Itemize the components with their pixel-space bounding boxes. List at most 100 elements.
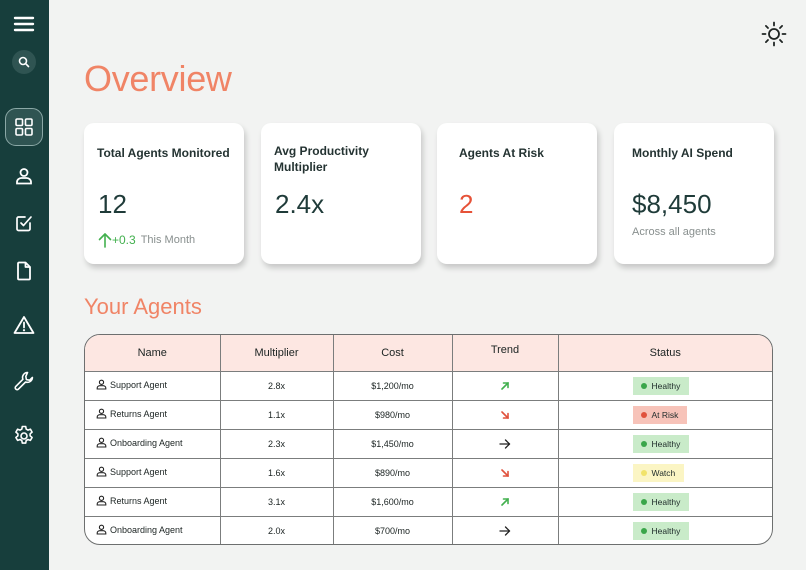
cost-cell: $1,450/mo xyxy=(333,429,453,459)
table-row[interactable]: Support Agent 2.8x $1,200/mo Healthy xyxy=(85,371,772,401)
multiplier-cell: 1.1x xyxy=(220,400,334,430)
stat-card-at-risk: Agents At Risk 2 xyxy=(437,123,597,264)
search-icon xyxy=(18,56,30,68)
status-cell: Healthy xyxy=(558,516,772,544)
dashboard-icon xyxy=(15,118,33,136)
delta-value: +0.3 xyxy=(112,233,136,247)
table-header-row: Name Multiplier Cost Trend Status xyxy=(85,335,772,372)
user-icon xyxy=(96,437,107,448)
status-label: Healthy xyxy=(651,525,681,536)
table-row[interactable]: Onboarding Agent 2.3x $1,450/mo Healthy xyxy=(85,429,772,459)
cost-cell: $980/mo xyxy=(333,400,453,430)
table-row[interactable]: Returns Agent 3.1x $1,600/mo Healthy xyxy=(85,487,772,517)
agent-name-cell[interactable]: Support Agent xyxy=(85,458,221,488)
agents-table: Name Multiplier Cost Trend Status Suppor… xyxy=(84,334,773,545)
stat-card-value: 2 xyxy=(459,189,474,219)
status-dot xyxy=(640,382,647,389)
agent-name-cell[interactable]: Returns Agent xyxy=(85,400,221,430)
nav-tools[interactable] xyxy=(9,366,39,396)
status-label: Healthy xyxy=(651,496,681,507)
nav-agents[interactable] xyxy=(9,161,39,191)
column-header-multiplier[interactable]: Multiplier xyxy=(220,335,334,372)
trend-cell xyxy=(452,400,559,430)
status-dot xyxy=(640,469,647,476)
menu-icon[interactable] xyxy=(9,9,39,39)
status-badge: Healthy xyxy=(632,521,690,540)
status-badge: At Risk xyxy=(632,405,688,424)
agent-name: Support Agent xyxy=(110,379,168,390)
column-header-name[interactable]: Name xyxy=(85,335,221,372)
nav-settings[interactable] xyxy=(9,421,39,451)
stat-card-value: 12 xyxy=(98,189,127,219)
nav-tasks[interactable] xyxy=(9,208,39,238)
column-header-status[interactable]: Status xyxy=(558,335,772,372)
status-dot xyxy=(640,498,647,505)
trend-flat-icon xyxy=(499,439,511,449)
stat-card-value: 2.4x xyxy=(275,189,325,219)
stat-card-title: Monthly AI Spend xyxy=(632,146,733,160)
status-badge: Healthy xyxy=(632,434,690,453)
user-icon xyxy=(96,495,107,506)
status-dot xyxy=(640,440,647,447)
multiplier-cell: 1.6x xyxy=(220,458,334,488)
trend-down-icon xyxy=(501,411,509,419)
agent-name: Returns Agent xyxy=(110,495,168,506)
checklist-icon xyxy=(16,216,32,232)
nav-dashboard[interactable] xyxy=(5,108,43,146)
table-row[interactable]: Returns Agent 1.1x $980/mo At Risk xyxy=(85,400,772,430)
agent-name-cell[interactable]: Onboarding Agent xyxy=(85,429,221,459)
cost-cell: $1,200/mo xyxy=(333,371,453,401)
user-icon xyxy=(96,524,107,535)
status-cell: Healthy xyxy=(558,371,772,401)
table-row[interactable]: Onboarding Agent 2.0x $700/mo Healthy xyxy=(85,516,772,544)
user-icon xyxy=(16,168,32,185)
user-icon xyxy=(96,408,107,419)
agent-name-cell[interactable]: Returns Agent xyxy=(85,487,221,517)
cost-cell: $700/mo xyxy=(333,516,453,544)
status-dot xyxy=(640,411,647,418)
trend-cell xyxy=(452,516,559,544)
page-title: Overview xyxy=(84,58,232,99)
stat-card-value: $8,450 xyxy=(632,189,712,219)
trend-up-icon xyxy=(501,498,509,506)
document-icon xyxy=(17,261,31,281)
stat-card-subtext: Across all agents xyxy=(632,226,716,238)
status-label: Healthy xyxy=(651,438,681,449)
sun-icon xyxy=(761,21,787,47)
stat-card-title: Agents At Risk xyxy=(459,146,544,160)
agent-name: Returns Agent xyxy=(110,408,168,419)
multiplier-cell: 2.8x xyxy=(220,371,334,401)
theme-toggle-button[interactable] xyxy=(760,20,788,48)
agent-name: Onboarding Agent xyxy=(110,524,183,535)
multiplier-cell: 2.3x xyxy=(220,429,334,459)
nav-documents[interactable] xyxy=(9,256,39,286)
trend-cell xyxy=(452,458,559,488)
warning-icon xyxy=(13,316,35,334)
stat-card-subtext: +0.3 This Month xyxy=(98,232,195,248)
multiplier-cell: 3.1x xyxy=(220,487,334,517)
column-header-cost[interactable]: Cost xyxy=(333,335,453,372)
trend-flat-icon xyxy=(499,526,511,536)
status-label: Healthy xyxy=(651,380,681,391)
status-badge: Healthy xyxy=(632,376,690,395)
agent-name: Onboarding Agent xyxy=(110,437,183,448)
trend-up-icon xyxy=(501,382,509,390)
stat-card-ai-spend: Monthly AI Spend $8,450 Across all agent… xyxy=(614,123,774,264)
search-button[interactable] xyxy=(12,50,36,74)
status-cell: Healthy xyxy=(558,487,772,517)
sidebar xyxy=(0,0,49,570)
table-row[interactable]: Support Agent 1.6x $890/mo Watch xyxy=(85,458,772,488)
status-label: At Risk xyxy=(651,409,679,420)
cost-cell: $890/mo xyxy=(333,458,453,488)
trend-cell xyxy=(452,429,559,459)
status-cell: At Risk xyxy=(558,400,772,430)
nav-alerts[interactable] xyxy=(9,310,39,340)
arrow-up-icon xyxy=(98,233,112,248)
column-header-trend[interactable]: Trend xyxy=(452,335,559,372)
status-dot xyxy=(640,527,647,534)
trend-cell xyxy=(452,371,559,401)
agent-name-cell[interactable]: Support Agent xyxy=(85,371,221,401)
agent-name-cell[interactable]: Onboarding Agent xyxy=(85,516,221,544)
stat-card-total-agents: Total Agents Monitored 12 +0.3 This Mont… xyxy=(84,123,244,264)
status-label: Watch xyxy=(651,467,676,478)
